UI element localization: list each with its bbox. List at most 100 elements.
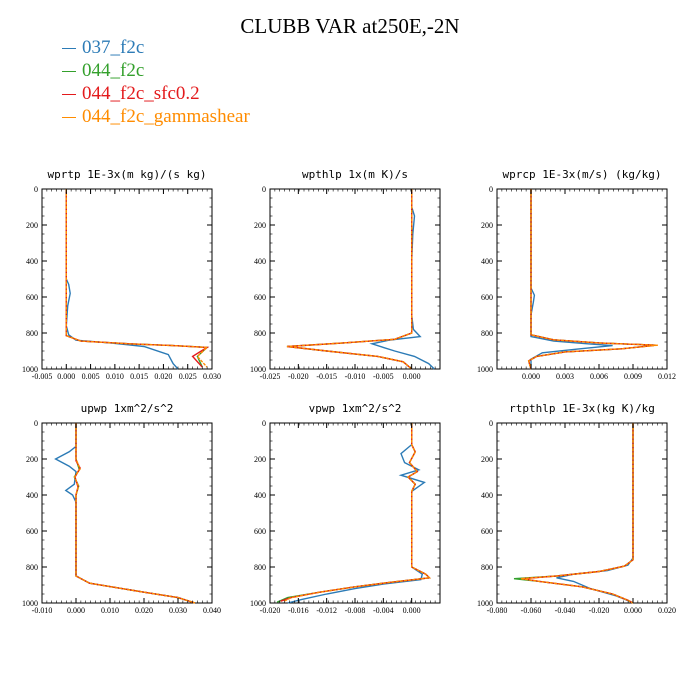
x-tick-label: -0.020 [288,372,309,381]
x-tick-label: -0.012 [316,606,337,615]
panel-title: wprtp 1E-3x(m kg)/(s kg) [48,168,207,181]
y-tick-label: 600 [481,527,493,536]
y-tick-label: 200 [26,455,38,464]
series-line [369,189,435,370]
panel-title: rtpthlp 1E-3x(kg K)/kg [509,402,655,415]
series-line [287,423,426,604]
legend: 037_f2c 044_f2c 044_f2c_sfc0.2 044_f2c_g… [62,36,250,128]
legend-swatch [62,48,76,50]
series-line [522,423,634,604]
y-tick-label: 0 [489,419,493,428]
plot-frame [496,422,668,604]
series-line [286,189,413,370]
x-tick-label: 0.009 [624,372,642,381]
x-tick-label: 0.010 [106,372,124,381]
x-tick-label: -0.016 [288,606,309,615]
x-tick-label: 0.000 [403,606,421,615]
x-tick-label: 0.030 [203,372,221,381]
x-tick-label: -0.015 [316,372,337,381]
x-tick-label: 0.006 [590,372,608,381]
y-tick-label: 1000 [477,365,493,374]
y-tick-label: 400 [481,257,493,266]
x-tick-label: -0.004 [373,606,394,615]
legend-label: 044_f2c_gammashear [82,106,250,127]
series-line [280,423,431,602]
legend-swatch [62,94,76,96]
x-tick-label: 0.015 [130,372,148,381]
y-tick-label: 800 [481,563,493,572]
y-tick-label: 800 [254,563,266,572]
x-tick-label: 0.020 [154,372,172,381]
legend-item: 044_f2c_gammashear [62,105,250,128]
y-tick-label: 0 [34,185,38,194]
x-tick-label: -0.025 [260,372,281,381]
series-line [530,189,613,369]
x-tick-label: 0.000 [522,372,540,381]
series-line [527,189,658,370]
y-tick-label: 200 [254,455,266,464]
legend-item: 044_f2c_sfc0.2 [62,82,250,105]
y-tick-label: 200 [26,221,38,230]
legend-label: 044_f2c_sfc0.2 [82,83,200,104]
series-line [556,423,634,604]
x-tick-label: -0.080 [487,606,508,615]
y-tick-label: 600 [481,293,493,302]
y-tick-label: 0 [34,419,38,428]
y-tick-label: 400 [254,491,266,500]
y-tick-label: 1000 [22,365,38,374]
y-tick-label: 600 [254,527,266,536]
x-tick-label: -0.005 [373,372,394,381]
legend-label: 044_f2c [82,60,145,81]
series-line [520,423,634,604]
series-line [73,423,196,604]
y-tick-label: 800 [481,329,493,338]
x-tick-label: 0.025 [179,372,197,381]
y-tick-label: 600 [26,293,38,302]
x-tick-label: 0.020 [135,606,153,615]
x-tick-label: -0.020 [589,606,610,615]
series-line [73,423,196,604]
series-line [65,189,209,368]
legend-item: 037_f2c [62,36,250,59]
x-tick-label: -0.005 [32,372,53,381]
x-tick-label: 0.000 [57,372,75,381]
y-tick-label: 0 [489,185,493,194]
y-tick-label: 800 [254,329,266,338]
y-tick-label: 1000 [477,599,493,608]
x-tick-label: 0.003 [556,372,574,381]
y-tick-label: 200 [481,221,493,230]
y-tick-label: 200 [481,455,493,464]
y-tick-label: 800 [26,563,38,572]
legend-swatch [62,71,76,73]
plot-frame [41,422,213,604]
x-tick-label: 0.020 [658,606,676,615]
y-tick-label: 400 [481,491,493,500]
panel-title: upwp 1xm^2/s^2 [81,402,174,415]
y-tick-label: 400 [254,257,266,266]
x-tick-label: -0.040 [555,606,576,615]
legend-label: 037_f2c [82,37,145,58]
y-tick-label: 0 [262,419,266,428]
y-tick-label: 800 [26,329,38,338]
series-line [65,189,179,370]
y-tick-label: 1000 [22,599,38,608]
panel-title: wprcp 1E-3x(m/s) (kg/kg) [503,168,662,181]
plot-frame [41,188,213,370]
y-tick-label: 600 [254,293,266,302]
x-tick-label: -0.010 [345,372,366,381]
y-tick-label: 400 [26,491,38,500]
series-line [513,423,634,604]
x-tick-label: 0.012 [658,372,676,381]
x-tick-label: 0.010 [101,606,119,615]
series-line [283,423,431,602]
x-tick-label: -0.060 [521,606,542,615]
series-line [74,423,196,604]
x-tick-label: 0.000 [403,372,421,381]
y-tick-label: 400 [26,257,38,266]
x-tick-label: 0.005 [82,372,100,381]
y-tick-label: 1000 [250,365,266,374]
y-tick-label: 0 [262,185,266,194]
x-tick-label: -0.020 [260,606,281,615]
y-tick-label: 200 [254,221,266,230]
